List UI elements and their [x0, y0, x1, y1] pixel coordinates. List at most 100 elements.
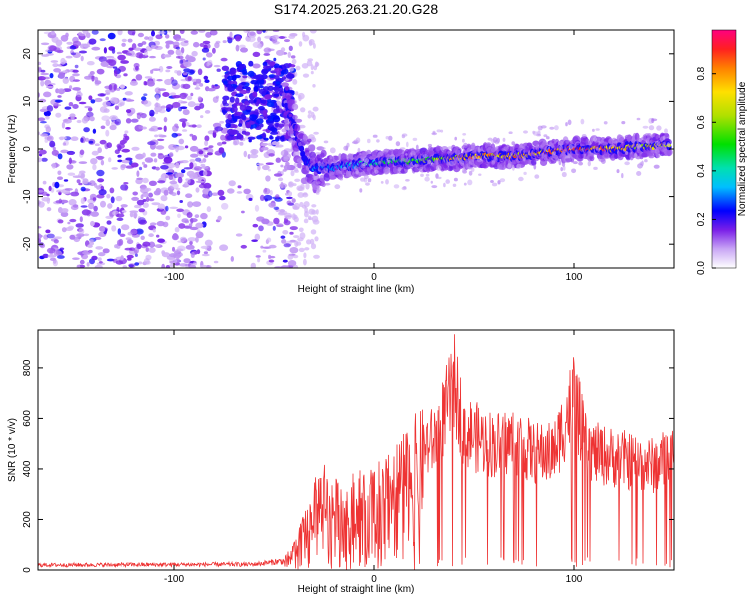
spectrogram-cell — [346, 142, 350, 148]
spectrogram-cell — [97, 93, 106, 97]
spectrogram-cell — [216, 68, 221, 72]
spectrogram-cell — [273, 63, 280, 69]
spectrogram-cell — [297, 192, 305, 198]
spectrogram-cell — [284, 39, 290, 43]
spectrogram-cell — [425, 173, 430, 177]
spectrogram-cell — [60, 149, 69, 154]
spectrogram-cell — [88, 140, 94, 144]
spectrogram-cell — [38, 131, 41, 136]
spectrogram-cell — [117, 228, 122, 235]
spectrogram-cell — [109, 115, 118, 121]
spectrogram-cell — [399, 147, 406, 150]
spectrogram-cell — [123, 133, 128, 138]
spectrogram-cell — [386, 154, 391, 160]
spectrogram-cell — [79, 259, 85, 265]
spectrogram-cell — [55, 39, 63, 47]
spectrogram-cell — [199, 264, 209, 268]
spectrogram-cell — [261, 69, 269, 75]
spectrogram-cell — [293, 216, 299, 223]
spectrogram-cell — [94, 97, 103, 103]
spectrogram-cell — [172, 253, 182, 259]
spectrogram-cell — [243, 150, 248, 158]
spectrogram-cell — [292, 254, 299, 259]
spectrogram-cell — [136, 112, 144, 116]
spectrogram-cell — [178, 223, 186, 229]
spectrogram-cell — [511, 141, 515, 146]
spectrogram-cell — [258, 85, 264, 89]
spectrogram-cell — [254, 204, 260, 212]
spectrogram-cell — [105, 215, 114, 219]
spectrogram-cell — [45, 229, 51, 234]
spectrogram-cell — [651, 117, 655, 124]
spectrogram-cell — [155, 102, 159, 107]
spectrogram-cell — [120, 60, 129, 64]
spectrogram-cell — [321, 182, 326, 187]
spectrogram-cell — [288, 113, 293, 118]
spectrogram-cell — [144, 36, 149, 40]
spectrogram-cell — [200, 245, 209, 249]
spectrogram-cell — [237, 134, 244, 140]
spectrogram-cell — [299, 147, 304, 151]
spectrogram-cell — [43, 110, 52, 117]
spectrogram-cell — [191, 50, 198, 57]
spectrogram-cell — [465, 163, 471, 169]
spectrogram-cell — [233, 115, 242, 119]
spectrogram-cell — [128, 264, 134, 268]
spectrogram-cell — [180, 160, 189, 164]
spectrogram-cell — [91, 46, 101, 51]
spectrogram-cell — [288, 66, 294, 72]
spectrogram-cell — [116, 51, 122, 55]
spectrogram-cell — [57, 219, 64, 224]
spectrogram-cell — [206, 52, 213, 58]
spectrogram-cell — [518, 176, 524, 182]
spectrogram-cell — [76, 119, 82, 124]
spectrogram-cell — [467, 179, 473, 186]
spectrogram-cell — [94, 264, 103, 268]
spectrogram-cell — [291, 103, 299, 111]
spectrogram-cell — [165, 34, 170, 39]
spectrogram-cell — [270, 112, 277, 116]
spectrogram-cell — [275, 157, 281, 163]
spectrogram-cell — [287, 254, 294, 260]
spectrogram-cell — [275, 194, 280, 200]
spectrogram-cell — [256, 163, 264, 166]
snr-ylabel: SNR (10 * v/v) — [7, 418, 18, 482]
spectrogram-cell — [320, 162, 325, 167]
spectrogram-cell — [264, 198, 268, 202]
spectrogram-cell — [109, 187, 115, 194]
spectrogram-cell — [187, 101, 196, 108]
spectrogram-cell — [257, 257, 261, 263]
spectrogram-cell — [621, 121, 626, 125]
spectrogram-cell — [247, 136, 256, 140]
spectrogram-cell — [202, 40, 211, 45]
spectrogram-cell — [298, 227, 304, 233]
spectrogram-cell — [76, 91, 83, 98]
spectrogram-cell — [115, 260, 124, 265]
spectrogram-cell — [87, 244, 93, 248]
spectrogram-cell — [121, 224, 130, 231]
spectrogram-xlabel: Height of straight line (km) — [298, 284, 415, 295]
spectrogram-cell — [89, 239, 94, 244]
spectrogram-cell — [165, 215, 171, 221]
spectrogram-cell — [309, 151, 316, 159]
spectrogram-cell — [292, 114, 298, 120]
spectrogram-cell — [616, 169, 620, 174]
spectrogram-cell — [58, 136, 67, 140]
spectrogram-cell — [266, 237, 272, 243]
spectrogram-cell — [237, 85, 244, 91]
spectrogram-cell — [46, 207, 52, 212]
spectrogram-cell — [182, 109, 190, 116]
spectrogram-cell — [138, 208, 146, 213]
spectrogram-cell — [104, 92, 111, 96]
spectrogram-cell — [50, 30, 56, 36]
spectrogram-cell — [80, 55, 84, 62]
spectrogram-cell — [160, 105, 167, 109]
spectrogram-cell — [157, 127, 163, 130]
spectrogram-cell — [120, 204, 128, 208]
spectrogram-cell — [268, 202, 276, 208]
spectrogram-cell — [487, 137, 493, 141]
spectrogram-cell — [60, 208, 69, 213]
spectrogram-cell — [636, 117, 641, 121]
spectrogram-cell — [200, 166, 209, 169]
spectrogram-cell — [178, 106, 183, 112]
